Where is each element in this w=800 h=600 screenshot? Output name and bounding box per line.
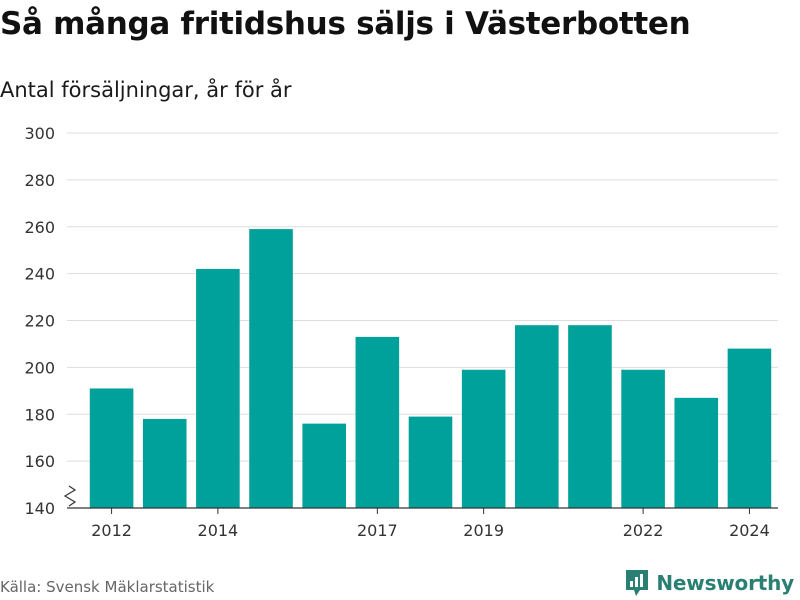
- bar: [674, 397, 719, 508]
- bar: [621, 369, 665, 508]
- bar: [249, 229, 293, 508]
- y-tick-label: 160: [24, 452, 55, 471]
- bar: [302, 423, 346, 508]
- y-tick-label: 180: [24, 405, 55, 424]
- x-tick-label: 2024: [729, 521, 770, 540]
- x-tick-label: 2012: [91, 521, 132, 540]
- bar: [727, 348, 772, 508]
- brand-name: Newsworthy: [656, 571, 794, 595]
- x-tick-label: 2014: [198, 521, 239, 540]
- tick-labels: 140 160 180 200 220 240 260 280 300 2012 2014 2017 2…: [24, 124, 769, 540]
- bar: [142, 418, 187, 508]
- grid-lines: [67, 132, 778, 462]
- bar: [461, 369, 506, 508]
- y-tick-label: 220: [24, 312, 55, 331]
- x-tick-label: 2022: [623, 521, 664, 540]
- y-tick-label: 280: [24, 171, 55, 190]
- chart-subtitle: Antal försäljningar, år för år: [0, 78, 292, 102]
- x-tick-label: 2017: [357, 521, 398, 540]
- y-tick-label: 200: [24, 358, 55, 377]
- bar: [355, 336, 400, 508]
- axis-break-mark: [63, 485, 77, 507]
- bar: [568, 325, 612, 508]
- bar: [89, 388, 134, 508]
- source-note: Källa: Svensk Mäklarstatistik: [0, 578, 215, 596]
- bars: [89, 229, 772, 508]
- bar: [196, 268, 240, 508]
- bar: [515, 325, 559, 508]
- brand-logo[interactable]: Newsworthy: [624, 568, 794, 598]
- y-tick-label: 260: [24, 218, 55, 237]
- bar-chart-logo-icon: [626, 570, 649, 596]
- x-tick-label: 2019: [463, 521, 504, 540]
- y-tick-label: 140: [24, 499, 55, 518]
- y-tick-label: 300: [24, 124, 55, 143]
- y-tick-label: 240: [24, 265, 55, 284]
- bar: [408, 416, 453, 508]
- axes: [63, 485, 778, 514]
- chart-title: Så många fritidshus säljs i Västerbotten: [0, 6, 691, 42]
